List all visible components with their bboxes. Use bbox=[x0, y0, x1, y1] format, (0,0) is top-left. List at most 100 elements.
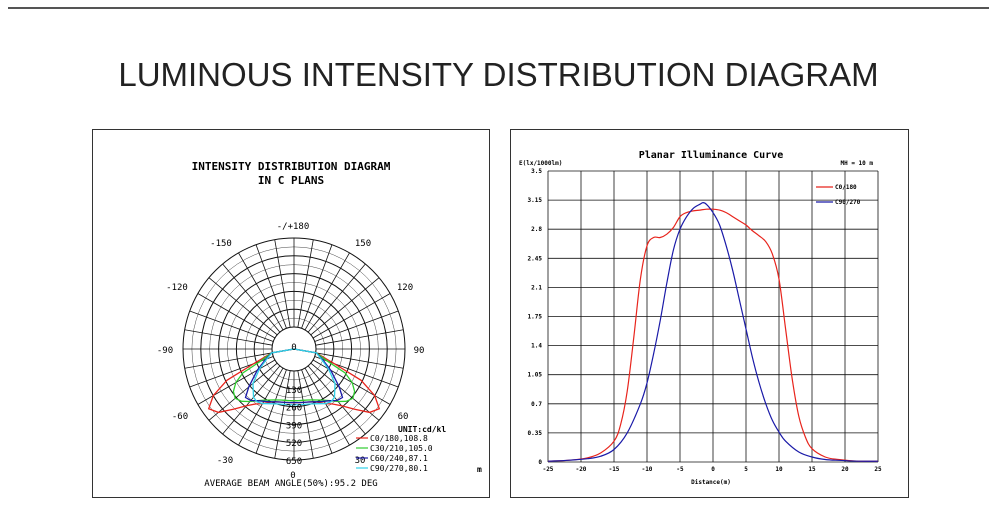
polar-spoke bbox=[315, 329, 404, 346]
polar-spoke bbox=[208, 362, 278, 421]
x-tick-label: -20 bbox=[576, 466, 587, 473]
polar-spoke bbox=[315, 352, 404, 369]
polar-radial-label-2: 260 bbox=[286, 404, 302, 414]
polar-unit-label: UNIT:cd/kl bbox=[398, 425, 446, 434]
polar-spoke bbox=[184, 329, 273, 346]
angle-label-lower-right: 60 bbox=[398, 412, 409, 422]
polar-legend-label-1: C30/210,105.0 bbox=[370, 444, 433, 453]
polar-footer: AVERAGE BEAM ANGLE(50%):95.2 DEG bbox=[204, 479, 377, 489]
x-axis-label: Distance(m) bbox=[691, 479, 731, 486]
legend-label-1: C90/270 bbox=[835, 199, 861, 206]
y-tick-label: 0.35 bbox=[528, 430, 543, 437]
y-tick-label: 2.45 bbox=[528, 255, 543, 262]
x-tick-label: 10 bbox=[775, 466, 783, 473]
polar-angle-labels: -/+180 -150 150 -120 120 -90 90 -60 60 -… bbox=[157, 222, 425, 481]
polar-spoke bbox=[197, 293, 276, 339]
illuminance-grid bbox=[547, 170, 879, 463]
polar-spoke bbox=[189, 310, 274, 342]
polar-spoke bbox=[255, 244, 287, 329]
polar-curves bbox=[207, 348, 381, 414]
y-tick-label: 3.5 bbox=[531, 168, 542, 175]
polar-spoke bbox=[307, 263, 366, 333]
polar-legend-label-0: C0/180,108.8 bbox=[370, 434, 428, 443]
top-divider bbox=[8, 7, 989, 9]
y-tick-label: 3.15 bbox=[528, 197, 543, 204]
y-tick-label: 1.75 bbox=[528, 314, 543, 321]
polar-spoke bbox=[208, 277, 278, 336]
y-tick-label: 1.05 bbox=[528, 372, 543, 379]
x-tick-label: -10 bbox=[642, 466, 653, 473]
polar-radial-label-1: 130 bbox=[286, 386, 302, 396]
illuminance-legend: C0/180 C90/270 bbox=[816, 184, 861, 206]
x-tick-label: 15 bbox=[808, 466, 816, 473]
polar-legend-label-3: C90/270,80.1 bbox=[370, 464, 428, 473]
polar-spoke bbox=[184, 352, 273, 369]
x-tick-label: 25 bbox=[874, 466, 882, 473]
polar-spoke bbox=[238, 252, 284, 331]
illuminance-curves bbox=[547, 201, 879, 462]
polar-spoke bbox=[304, 252, 350, 331]
x-tick-label: -15 bbox=[609, 466, 620, 473]
polar-spoke bbox=[274, 370, 291, 459]
y-tick-label: 0 bbox=[538, 459, 542, 466]
polar-spoke bbox=[297, 239, 314, 328]
polar-spoke bbox=[312, 293, 391, 339]
line-series-0 bbox=[547, 208, 879, 462]
polar-spoke bbox=[255, 369, 287, 454]
polar-spoke bbox=[310, 277, 380, 336]
polar-legend: C0/180,108.8C30/210,105.0C60/240,87.1C90… bbox=[356, 434, 433, 473]
polar-spoke bbox=[297, 370, 314, 459]
y-tick-label: 0.7 bbox=[531, 401, 542, 408]
y-tick-label: 1.4 bbox=[531, 343, 542, 350]
polar-radial-labels: 0 130 260 390 520 650 bbox=[286, 343, 302, 467]
y-tick-label: 2.8 bbox=[531, 226, 542, 233]
polar-chart-panel: INTENSITY DISTRIBUTION DIAGRAM IN C PLAN… bbox=[92, 129, 490, 498]
angle-label-right: 90 bbox=[414, 346, 425, 356]
x-tick-label: -5 bbox=[676, 466, 684, 473]
polar-radial-label-5: 650 bbox=[286, 457, 302, 467]
x-tick-label: -25 bbox=[543, 466, 554, 473]
y-axis-label: E(lx/1000lm) bbox=[519, 160, 562, 167]
page-title: LUMINOUS INTENSITY DISTRIBUTION DIAGRAM bbox=[118, 56, 879, 93]
polar-spoke bbox=[274, 239, 291, 328]
polar-chart-subtitle: IN C PLANS bbox=[258, 174, 324, 187]
line-series-1 bbox=[547, 201, 879, 462]
polar-radial-label-3: 390 bbox=[286, 421, 302, 431]
polar-series-3 bbox=[252, 348, 336, 406]
polar-legend-label-2: C60/240,87.1 bbox=[370, 454, 428, 463]
angle-label-upper-left: -150 bbox=[210, 239, 232, 249]
angle-label-upper-right: 150 bbox=[355, 239, 371, 249]
polar-spoke bbox=[310, 362, 380, 421]
polar-series-2 bbox=[244, 348, 344, 404]
illuminance-chart: Planar Illuminance Curve E(lx/1000lm) MH… bbox=[519, 149, 882, 486]
angle-label-bottom-right: 30 bbox=[355, 456, 366, 466]
x-tick-label: 20 bbox=[841, 466, 849, 473]
polar-spoke bbox=[238, 367, 284, 446]
angle-label-bottom: 0 bbox=[290, 471, 295, 481]
angle-label-bottom-left: -30 bbox=[217, 456, 233, 466]
y-tick-label: 2.1 bbox=[531, 284, 542, 291]
polar-corner-mark: m bbox=[477, 465, 482, 474]
illuminance-chart-panel: Planar Illuminance Curve E(lx/1000lm) MH… bbox=[510, 129, 909, 498]
illuminance-chart-title: Planar Illuminance Curve bbox=[639, 149, 784, 161]
polar-spoke bbox=[301, 244, 333, 329]
angle-label-top: -/+180 bbox=[277, 222, 310, 232]
legend-label-0: C0/180 bbox=[835, 184, 857, 191]
mh-label: MH = 10 m bbox=[840, 160, 873, 167]
angle-label-left-upper: -120 bbox=[166, 283, 188, 293]
angle-label-lower-left: -60 bbox=[172, 412, 188, 422]
polar-spoke bbox=[222, 263, 281, 333]
angle-label-right-upper: 120 bbox=[397, 283, 413, 293]
polar-spoke bbox=[314, 310, 399, 342]
polar-radial-label-4: 520 bbox=[286, 439, 302, 449]
polar-chart-title: INTENSITY DISTRIBUTION DIAGRAM bbox=[192, 160, 391, 173]
polar-spoke bbox=[301, 369, 333, 454]
polar-spoke bbox=[304, 367, 350, 446]
polar-grid bbox=[182, 237, 406, 461]
polar-radial-label-0: 0 bbox=[291, 343, 296, 353]
illuminance-tick-labels: -25 -20 -15 -10 -5 0 5 10 15 20 25 0 0.35 0.7 1.05 1.4 1… bbox=[528, 168, 882, 473]
x-tick-label: 0 bbox=[711, 466, 715, 473]
x-tick-label: 5 bbox=[744, 466, 748, 473]
angle-label-left: -90 bbox=[157, 346, 173, 356]
polar-series-1 bbox=[232, 348, 356, 403]
